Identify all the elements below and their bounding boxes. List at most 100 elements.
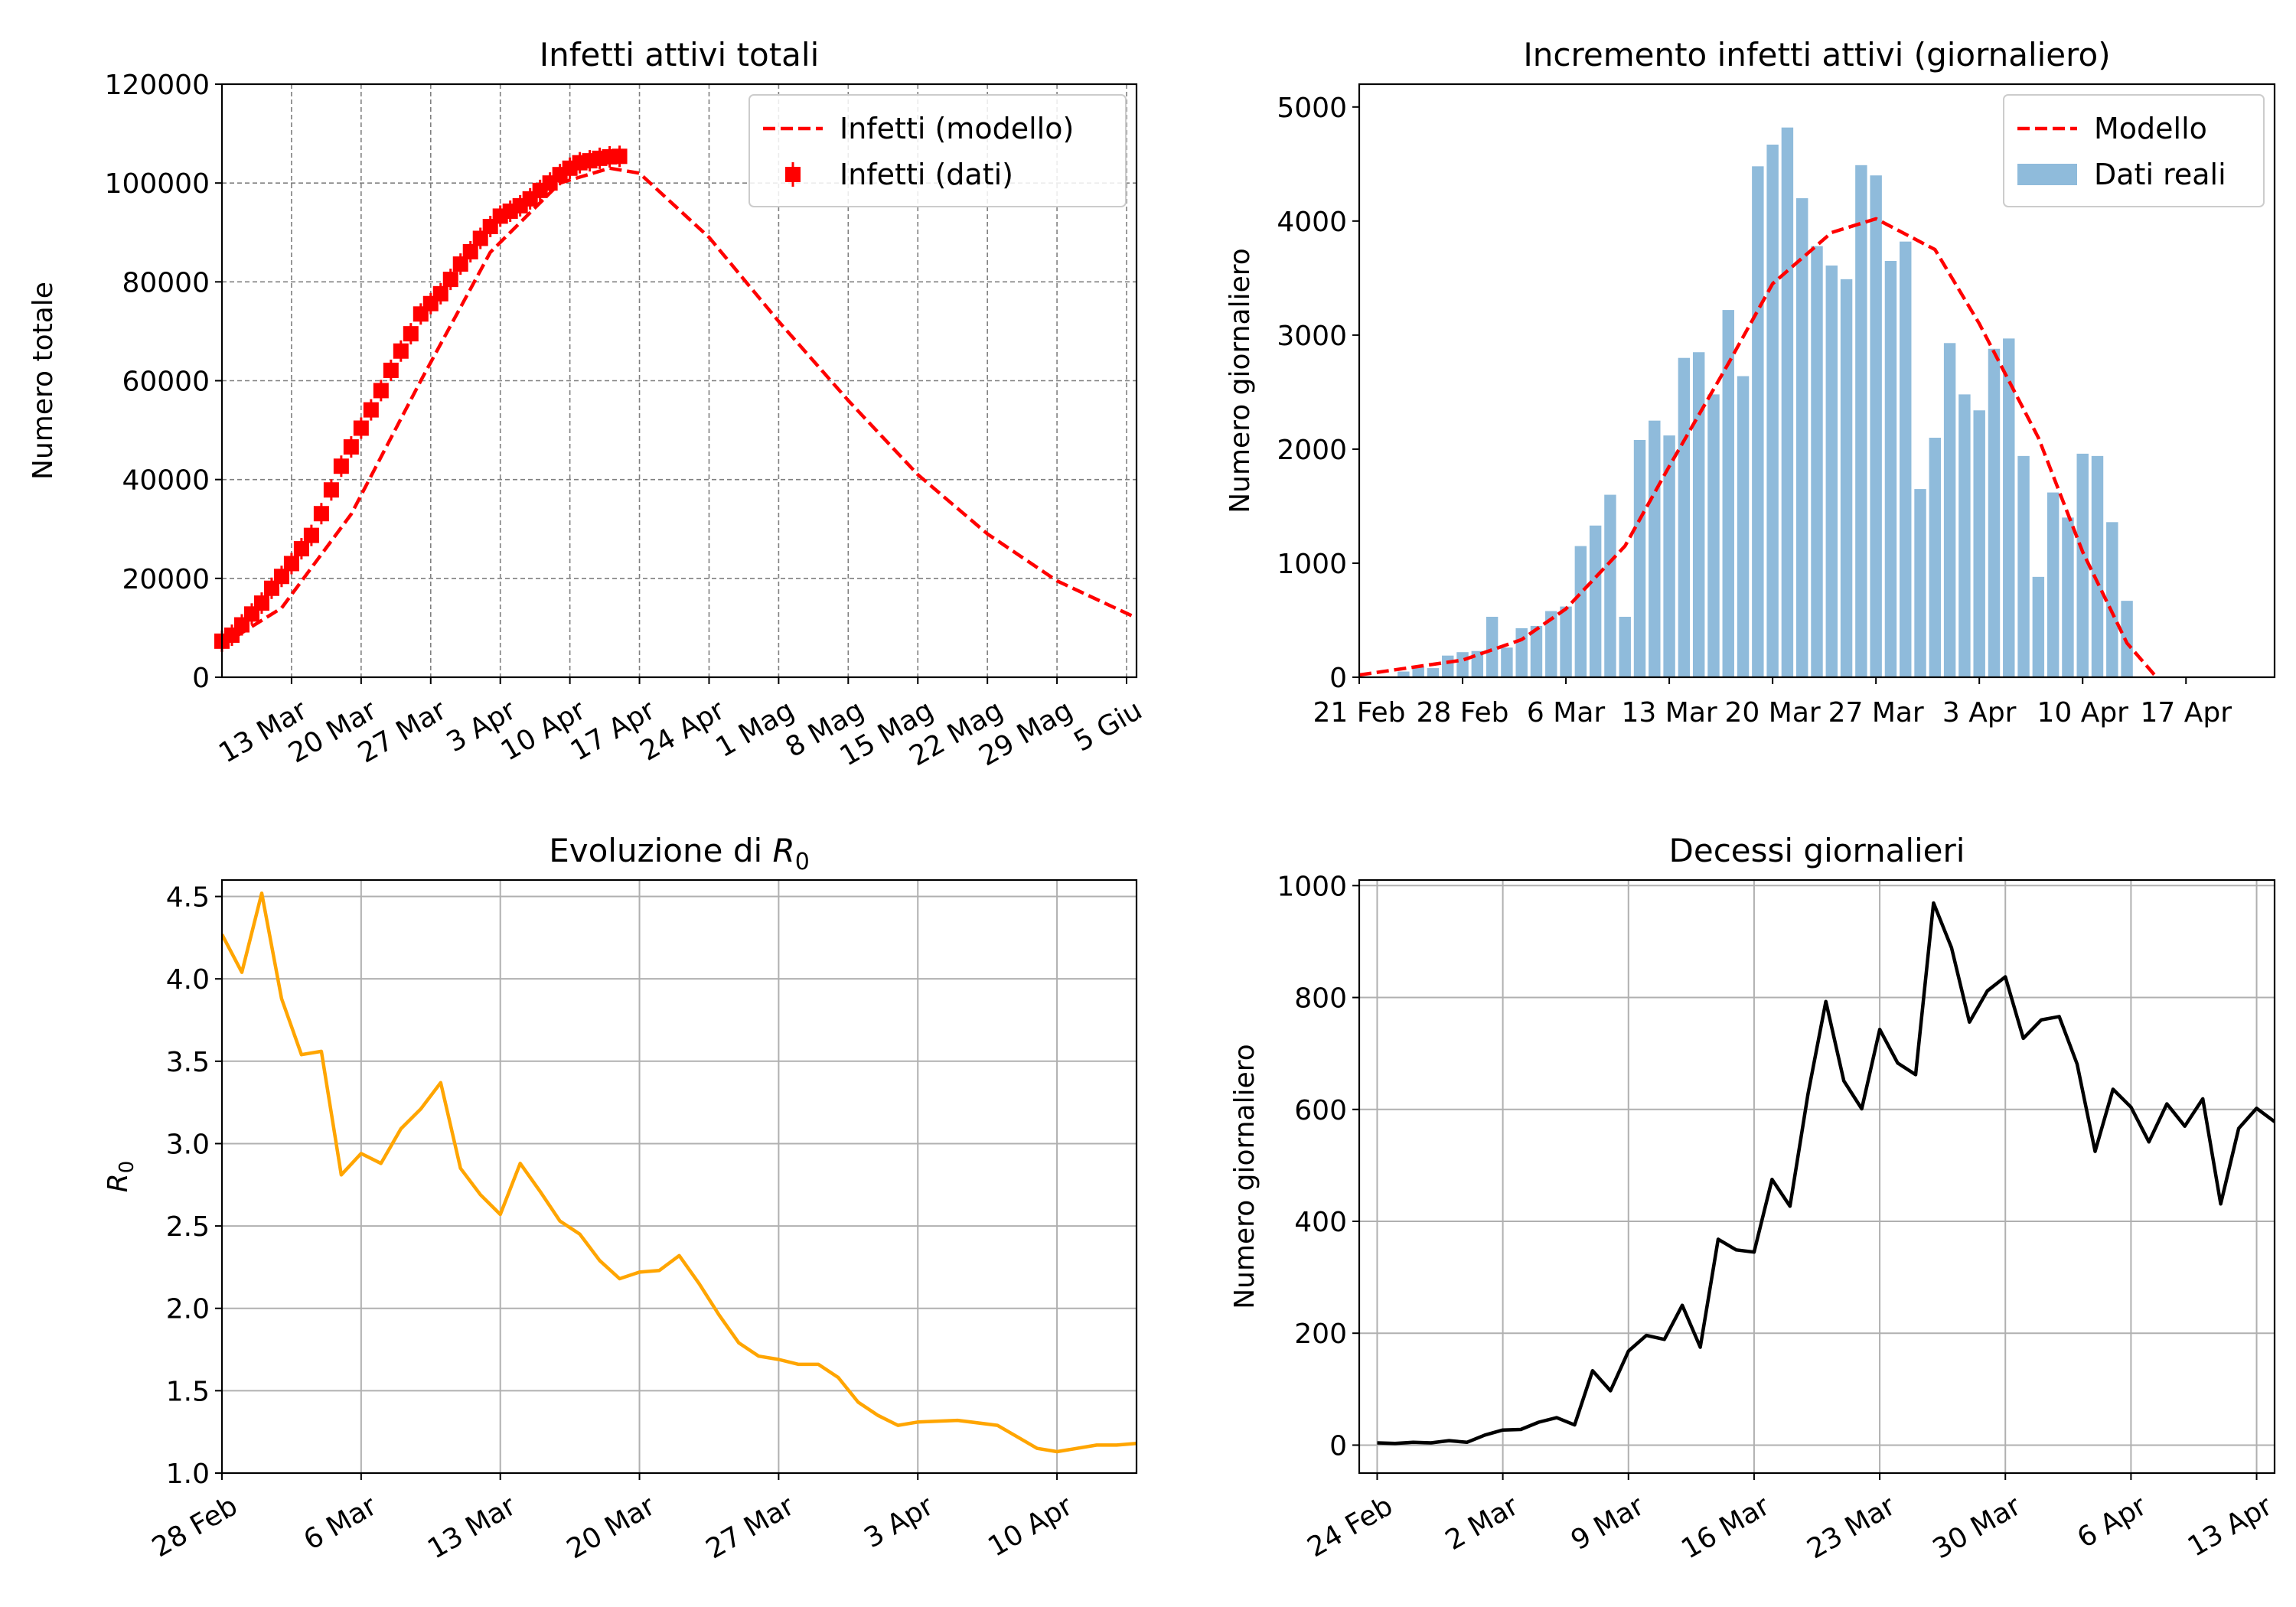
- bar: [1692, 352, 1705, 677]
- bar: [1678, 357, 1691, 677]
- bar: [2017, 455, 2030, 677]
- bar: [1840, 279, 1853, 677]
- ytick-label: 0: [1329, 1430, 1347, 1462]
- data-marker: [283, 556, 299, 572]
- data-marker: [253, 595, 269, 611]
- ytick-label: 3000: [1277, 321, 1347, 352]
- bar: [1722, 310, 1734, 677]
- bar: [1870, 175, 1882, 677]
- xtick-label: 6 Mar: [298, 1490, 382, 1556]
- ytick-label: 4000: [1277, 207, 1347, 238]
- data-marker: [313, 506, 329, 522]
- bar: [1560, 606, 1572, 677]
- bar: [1412, 667, 1424, 677]
- data-marker: [393, 343, 409, 359]
- legend-label: Infetti (dati): [840, 158, 1013, 191]
- data-marker: [442, 272, 458, 288]
- bar: [2032, 576, 2045, 677]
- ytick-label: 2.0: [166, 1294, 210, 1325]
- bar: [1943, 343, 1956, 677]
- y-axis-label: Numero giornaliero: [1225, 248, 1256, 513]
- xtick-label: 3 Apr: [859, 1490, 938, 1554]
- xtick-label: 9 Mar: [1566, 1490, 1649, 1556]
- data-marker: [293, 541, 309, 557]
- xtick-label: 27 Mar: [701, 1490, 800, 1565]
- ytick-label: 4.0: [166, 964, 210, 996]
- xtick-label: 13 Mar: [422, 1490, 521, 1565]
- ytick-label: 3.5: [166, 1047, 210, 1078]
- ytick-label: 1000: [1277, 549, 1347, 580]
- bar: [1545, 611, 1557, 677]
- series-line-1: [222, 891, 1137, 1454]
- bar: [1958, 394, 1971, 677]
- ytick-label: 600: [1294, 1095, 1347, 1126]
- legend-label: Dati reali: [2094, 158, 2226, 191]
- data-marker: [363, 402, 379, 418]
- bar: [1619, 617, 1631, 677]
- bar: [1663, 435, 1675, 677]
- xtick-label: 13 Apr: [2183, 1490, 2278, 1563]
- y-axis-label: Numero giornaliero: [1229, 1044, 1261, 1309]
- bar: [1884, 261, 1897, 677]
- ytick-label: 4.5: [166, 882, 210, 914]
- xtick-label: 2 Mar: [1440, 1490, 1524, 1556]
- bar: [1456, 652, 1469, 677]
- bar: [1973, 410, 1985, 677]
- data-marker: [343, 439, 359, 455]
- xtick-label: 21 Feb: [1313, 697, 1406, 729]
- bar: [1929, 438, 1942, 677]
- data-marker: [452, 256, 468, 272]
- legend-marker: [785, 167, 801, 182]
- series-line-2: [1359, 217, 2158, 677]
- xtick-label: 10 Apr: [983, 1490, 1078, 1563]
- series-line-1: [1377, 901, 2275, 1446]
- bar: [1766, 144, 1779, 678]
- legend-box: [748, 94, 1127, 207]
- bar: [1707, 394, 1720, 677]
- ytick-label: 200: [1294, 1319, 1347, 1350]
- bar: [1501, 647, 1513, 677]
- data-marker: [273, 569, 289, 585]
- bar: [2076, 453, 2089, 677]
- bar: [2106, 522, 2118, 677]
- ytick-label: 1.0: [166, 1459, 210, 1490]
- ytick-label: 5000: [1277, 93, 1347, 124]
- plot-frame: [1358, 878, 2276, 1475]
- data-marker: [432, 285, 448, 302]
- data-marker: [612, 148, 628, 165]
- xtick-label: 23 Mar: [1802, 1490, 1900, 1565]
- data-marker: [333, 458, 349, 474]
- bar: [1781, 127, 1794, 677]
- bar: [1795, 198, 1808, 677]
- chart-title: Evoluzione di R0: [549, 832, 810, 875]
- xtick-label: 24 Feb: [1302, 1490, 1397, 1563]
- bar: [1486, 617, 1499, 677]
- bar: [1900, 241, 1912, 677]
- ytick-label: 40000: [122, 465, 210, 497]
- ytick-label: 1000: [1277, 871, 1347, 902]
- bar: [1589, 525, 1602, 677]
- data-marker: [472, 230, 488, 246]
- data-marker: [323, 482, 339, 498]
- chart-title: Incremento infetti attivi (giornaliero): [1523, 36, 2110, 73]
- bar: [2091, 455, 2104, 677]
- chart-panel-1: Infetti attivi totali 0 20000 40000 60000 800…: [28, 36, 1147, 773]
- bar: [1442, 655, 1454, 677]
- chart-panel-4: Decessi giornalieri 0 200 400 600 800 1000 24 F…: [1229, 832, 2278, 1566]
- bar: [1825, 265, 1838, 677]
- ytick-label: 80000: [122, 267, 210, 298]
- xtick-label: 13 Mar: [1622, 697, 1717, 729]
- ytick-label: 100000: [105, 168, 210, 200]
- plot-frame: [1358, 83, 2276, 679]
- series-line-1: [222, 166, 1137, 647]
- ytick-label: 400: [1294, 1207, 1347, 1238]
- data-marker: [383, 362, 399, 378]
- xtick-label: 6 Apr: [2072, 1490, 2151, 1554]
- ytick-label: 800: [1294, 983, 1347, 1015]
- xtick-label: 6 Mar: [1527, 697, 1605, 729]
- bar: [1427, 668, 1440, 677]
- ytick-label: 0: [192, 663, 210, 694]
- data-marker: [353, 420, 369, 436]
